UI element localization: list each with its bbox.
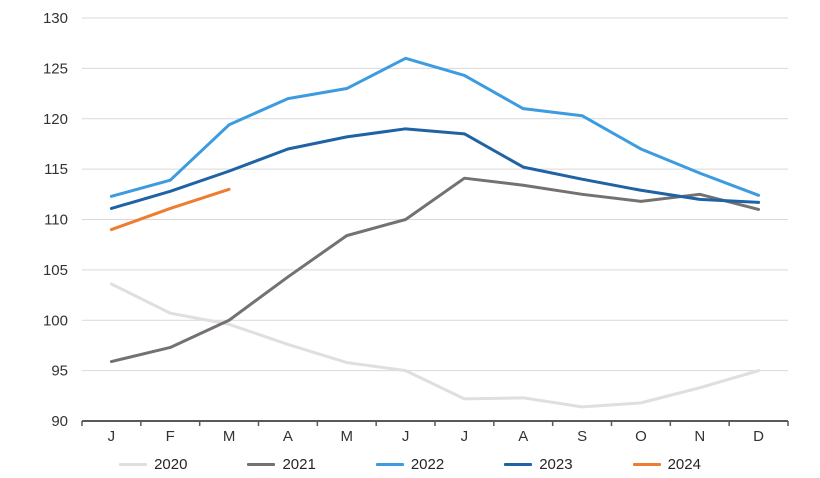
y-axis-label-115: 115 xyxy=(44,161,68,178)
legend-label-2020: 2020 xyxy=(154,455,188,473)
x-axis-label-7: A xyxy=(518,428,528,445)
series-line-2024 xyxy=(109,187,231,232)
y-axis-label-120: 120 xyxy=(43,111,68,128)
legend-label-2024: 2024 xyxy=(667,455,701,473)
y-axis-label-90: 90 xyxy=(51,413,68,430)
series-line-2020 xyxy=(109,282,761,409)
legend-swatch-2024 xyxy=(632,462,661,466)
legend-item-2024: 2024 xyxy=(632,455,701,473)
legend-swatch-2020 xyxy=(119,462,148,466)
y-axis-label-130: 130 xyxy=(43,10,68,27)
legend-swatch-2023 xyxy=(504,462,533,466)
legend-label-2023: 2023 xyxy=(539,455,573,473)
x-axis-label-9: O xyxy=(635,428,647,445)
legend-item-2022: 2022 xyxy=(375,455,445,473)
legend-item-2023: 2023 xyxy=(504,455,573,473)
x-axis-label-1: F xyxy=(166,428,175,445)
chart-legend: 2020 2021 2022 2023 2024 xyxy=(0,451,820,477)
x-axis-label-4: M xyxy=(341,428,354,445)
x-axis-label-2: M xyxy=(223,428,236,445)
series-line-2022 xyxy=(109,56,761,198)
legend-swatch-2021 xyxy=(247,462,276,466)
legend-label-2021: 2021 xyxy=(282,455,316,473)
x-axis-label-6: J xyxy=(461,428,469,445)
y-axis-label-95: 95 xyxy=(51,363,68,380)
legend-swatch-2022 xyxy=(375,462,404,466)
legend-item-2021: 2021 xyxy=(247,455,316,473)
y-axis-label-105: 105 xyxy=(43,262,68,279)
y-axis-label-125: 125 xyxy=(43,60,68,77)
legend-label-2022: 2022 xyxy=(410,455,445,473)
x-axis-label-8: S xyxy=(577,428,587,445)
x-axis-label-5: J xyxy=(402,428,410,445)
x-axis-label-0: J xyxy=(108,428,116,445)
series-line-2021 xyxy=(109,176,761,364)
x-axis-label-3: A xyxy=(283,428,293,445)
x-axis-label-10: N xyxy=(694,428,705,445)
legend-item-2020: 2020 xyxy=(119,457,187,472)
series-line-2023 xyxy=(109,127,761,210)
y-axis-label-100: 100 xyxy=(43,312,68,329)
y-axis-label-110: 110 xyxy=(44,212,68,229)
x-axis-label-11: D xyxy=(753,428,764,445)
